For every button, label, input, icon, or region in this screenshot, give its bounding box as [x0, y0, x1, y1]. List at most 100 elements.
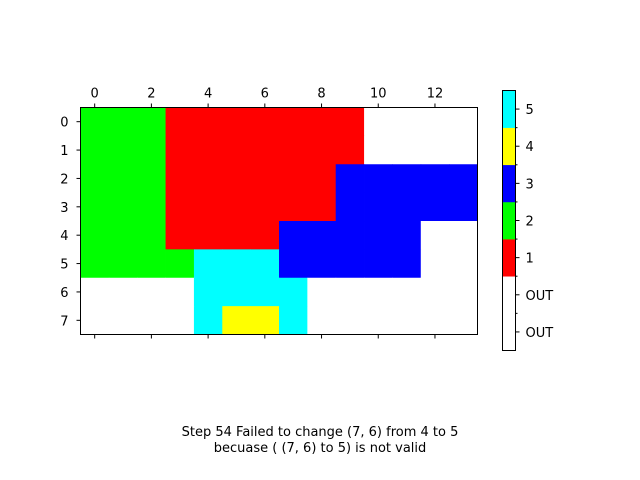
x-tick-label: 8: [317, 87, 325, 102]
x-tick-label: 4: [204, 87, 212, 102]
heatmap-cell: [364, 107, 393, 137]
heatmap-cell: [222, 192, 252, 222]
y-tick-label: 4: [60, 229, 68, 244]
heatmap-cell: [80, 192, 110, 222]
heatmap-cell: [80, 277, 110, 307]
heatmap-cell: [307, 192, 337, 222]
heatmap-cell: [279, 277, 308, 307]
heatmap-cell: [222, 277, 252, 307]
colorbar-tick-label: 3: [526, 177, 534, 192]
heatmap-cell: [165, 221, 195, 250]
heatmap-cell: [137, 164, 166, 194]
y-tick-label: 1: [60, 144, 68, 159]
heatmap-cell: [250, 164, 280, 194]
heatmap-cell: [420, 277, 450, 307]
heatmap-cell: [108, 135, 138, 165]
heatmap-cell: [137, 306, 166, 335]
heatmap-cell: [193, 107, 223, 137]
heatmap-cell: [364, 192, 393, 222]
y-tick-label: 7: [60, 314, 68, 329]
heatmap-cell: [279, 107, 308, 137]
y-tick-label: 5: [60, 258, 68, 273]
heatmap-cell: [420, 192, 450, 222]
heatmap-cell: [165, 249, 195, 279]
heatmap-cell: [307, 306, 337, 335]
heatmap-cell: [80, 107, 110, 137]
heatmap-cell: [364, 164, 393, 194]
heatmap-cell: [165, 164, 195, 194]
heatmap-cell: [222, 164, 252, 194]
heatmap-cell: [80, 164, 110, 194]
heatmap-cell: [108, 306, 138, 335]
y-tick-label: 3: [60, 201, 68, 216]
heatmap-cell: [449, 249, 478, 279]
heatmap-cell: [364, 277, 393, 307]
heatmap-cell: [364, 135, 393, 165]
heatmap-cell: [449, 192, 478, 222]
heatmap-cell: [392, 135, 422, 165]
heatmap-cell: [449, 277, 478, 307]
colorbar-band: [502, 164, 516, 203]
colorbar-tick-label: 2: [526, 215, 534, 230]
heatmap-cell: [279, 164, 308, 194]
heatmap-cell: [165, 277, 195, 307]
heatmap-cell: [137, 221, 166, 250]
heatmap-cell: [307, 107, 337, 137]
heatmap-cell: [193, 135, 223, 165]
heatmap-cell: [279, 221, 308, 250]
x-axis: 0 2 4 6 8 10 12: [91, 87, 443, 339]
heatmap-cell: [250, 192, 280, 222]
heatmap-cell: [108, 277, 138, 307]
x-tick-label: 6: [261, 87, 269, 102]
y-axis: 0 1 2 3 4 5 6 7: [60, 116, 81, 329]
heatmap-cell: [108, 164, 138, 194]
heatmap-cell: [222, 107, 252, 137]
y-tick-label: 2: [60, 172, 68, 187]
heatmap-cell: [420, 164, 450, 194]
heatmap-cell: [165, 107, 195, 137]
heatmap-cell: [392, 306, 422, 335]
heatmap-cell: [193, 249, 223, 279]
heatmap-cell: [307, 164, 337, 194]
heatmap-cell: [335, 306, 365, 335]
heatmap-cell: [80, 135, 110, 165]
colorbar-tick-label: 5: [526, 103, 534, 118]
heatmap-cell: [250, 135, 280, 165]
colorbar-tick-label: 4: [526, 140, 534, 155]
heatmap-cell: [392, 192, 422, 222]
heatmap-cell: [392, 221, 422, 250]
heatmap-cell: [364, 221, 393, 250]
heatmap-cell: [307, 135, 337, 165]
x-tick-label: 10: [370, 87, 387, 102]
heatmap-cell: [449, 135, 478, 165]
heatmap-cell: [449, 306, 478, 335]
colorbar-tick-label: OUT: [526, 326, 554, 341]
heatmap-cell: [420, 221, 450, 250]
heatmap-cell: [250, 306, 280, 335]
colorbar-band: [502, 201, 516, 240]
y-tick-label: 6: [60, 286, 68, 301]
heatmap-cell: [449, 107, 478, 137]
colorbar-band: [502, 127, 516, 166]
heatmap-cells: [80, 107, 478, 335]
heatmap-cell: [279, 249, 308, 279]
heatmap-cell: [279, 192, 308, 222]
heatmap-cell: [335, 135, 365, 165]
heatmap-cell: [335, 192, 365, 222]
caption-line-1: Step 54 Failed to change (7, 6) from 4 t…: [181, 425, 459, 440]
heatmap-cell: [137, 135, 166, 165]
heatmap-cell: [335, 164, 365, 194]
heatmap-cell: [449, 164, 478, 194]
heatmap-cell: [392, 107, 422, 137]
colorbar-tick-label: 1: [526, 252, 534, 267]
colorbar-band: [502, 239, 516, 277]
heatmap-cell: [80, 221, 110, 250]
heatmap-cell: [364, 306, 393, 335]
heatmap-cell: [222, 135, 252, 165]
heatmap-cell: [420, 306, 450, 335]
heatmap-cell: [420, 249, 450, 279]
colorbar-tick-label: OUT: [526, 289, 554, 304]
y-tick-label: 0: [60, 116, 68, 131]
heatmap-cell: [307, 277, 337, 307]
